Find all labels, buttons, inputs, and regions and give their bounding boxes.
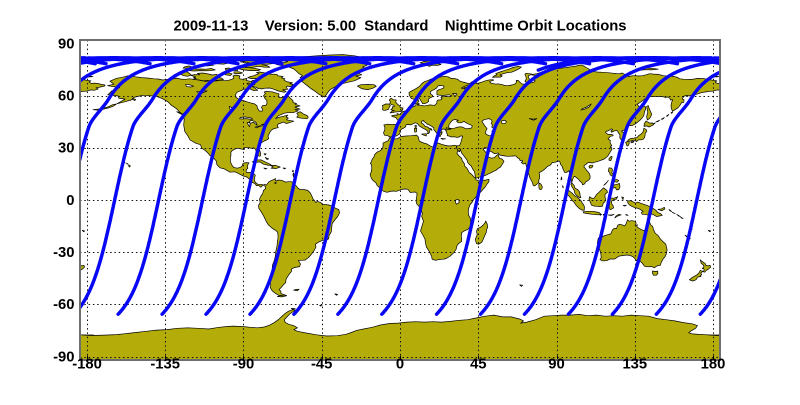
svg-text:180: 180 <box>701 357 726 373</box>
svg-text:0: 0 <box>396 357 404 373</box>
svg-text:-30: -30 <box>53 245 74 261</box>
svg-text:45: 45 <box>470 357 486 373</box>
svg-text:90: 90 <box>548 357 564 373</box>
svg-text:-180: -180 <box>72 357 102 373</box>
svg-text:-90: -90 <box>233 357 254 373</box>
svg-text:30: 30 <box>58 141 74 157</box>
svg-text:60: 60 <box>58 89 74 105</box>
svg-text:135: 135 <box>622 357 647 373</box>
svg-text:90: 90 <box>58 36 74 52</box>
svg-text:0: 0 <box>66 193 74 209</box>
svg-text:-90: -90 <box>53 349 74 365</box>
svg-text:-60: -60 <box>53 297 74 313</box>
svg-text:2009-11-13 Version: 5.00 S: 2009-11-13 Version: 5.00 Standard Nightt… <box>173 18 626 34</box>
svg-text:-135: -135 <box>150 357 180 373</box>
svg-text:-45: -45 <box>311 357 332 373</box>
